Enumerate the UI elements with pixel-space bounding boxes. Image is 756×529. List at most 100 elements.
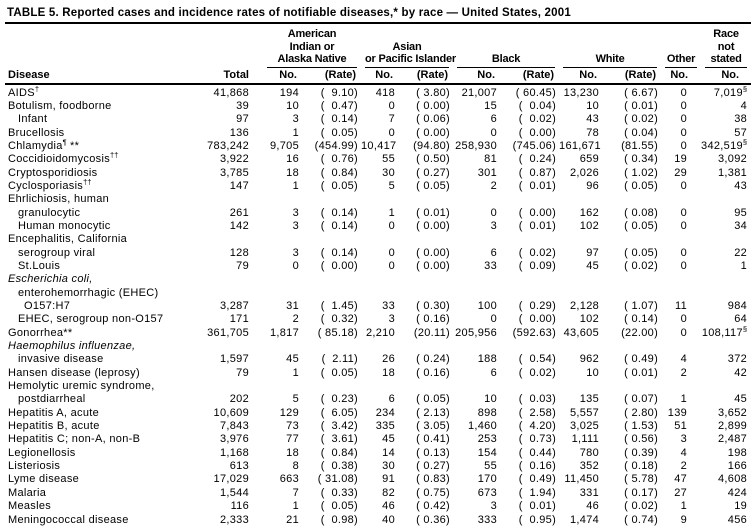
cell-aian_rate: ( 0.98)	[320, 513, 359, 526]
cell-total: 3,287	[219, 300, 249, 312]
table-row: St.Louis 79 0 ( 0.00) 0 ( 0.00) 33 ( 0.09) 45 ( 0…	[5, 260, 751, 273]
cell-total: 2,333	[219, 513, 249, 526]
table-row: Legionellosis 1,168 18 ( 0.84) 14 ( 0.13) 154 (…	[5, 447, 751, 460]
cell-other_no	[661, 233, 701, 246]
cell-api_no: 45	[382, 433, 396, 446]
disease-name: Hepatitis B, acute	[8, 420, 100, 433]
cell-black_rate: ( 0.00)	[518, 313, 557, 326]
cell-other_no: 4	[680, 446, 688, 459]
cell-white_no: 102	[579, 313, 600, 326]
disease-name: EHEC, serogroup non-O157	[18, 313, 164, 326]
cell-total: 116	[230, 500, 249, 513]
table-row: enterohemorrhagic (EHEC)	[5, 287, 751, 300]
cell-api_no: 1	[388, 206, 396, 219]
cell-white_no	[559, 273, 609, 286]
cell-aian_rate	[309, 193, 361, 206]
disease-name: St.Louis	[18, 259, 61, 272]
table-row: Human monocytic 142 3 ( 0.14) 0 ( 0.00) 3 ( 0.0…	[5, 220, 751, 233]
table-row: Escherichia coli,	[5, 273, 751, 286]
table-row: Hansen disease (leprosy) 79 1 ( 0.05) 18 ( 0.…	[5, 367, 751, 380]
cell-aian_rate: ( 0.76)	[320, 153, 359, 166]
cell-api_rate: ( 0.16)	[416, 313, 451, 326]
cell-aian_rate: ( 2.11)	[321, 353, 359, 366]
group-header-row: Disease Total American Indian or Alaska …	[5, 24, 751, 85]
cell-api_rate	[405, 273, 453, 286]
cell-black_rate: ( 2.58)	[518, 406, 557, 419]
cell-white_no	[559, 380, 609, 393]
cell-black_no: 6	[490, 366, 498, 379]
cell-black_no: 6	[490, 113, 498, 126]
cell-black_no: 100	[477, 300, 498, 312]
cell-other_no: 27	[674, 486, 688, 499]
cell-api_no: 46	[382, 500, 396, 513]
cell-aian_no: 21	[286, 513, 299, 526]
cell-black_rate: ( 0.44)	[518, 446, 557, 459]
cell-api_no: 33	[382, 300, 396, 312]
table-row: Gonorrhea** 361,705 1,817 ( 85.18) 2,210 (20.…	[5, 325, 751, 340]
table-header: Disease Total American Indian or Alaska …	[5, 24, 752, 85]
cell-aian_rate: ( 0.33)	[320, 486, 359, 499]
disease-name: Cyclosporiasis††	[8, 177, 92, 192]
cell-total	[207, 273, 263, 286]
cell-api_no: 26	[382, 353, 396, 366]
disease-table: Disease Total American Indian or Alaska …	[5, 24, 752, 527]
cell-other_no: 0	[680, 113, 688, 126]
cell-black_rate: ( 60.45)	[515, 86, 557, 99]
cell-white_rate	[609, 193, 661, 206]
cell-white_rate: ( 5.78)	[624, 473, 659, 486]
cell-white_no: 78	[586, 126, 600, 139]
cell-aian_no: 10	[286, 99, 299, 112]
cell-aian_rate	[309, 380, 361, 393]
cell-other_no: 1	[680, 500, 688, 513]
cell-total: 361,705	[207, 326, 249, 339]
cell-aian_no: 194	[279, 86, 299, 99]
disease-name: Gonorrhea**	[8, 326, 73, 339]
cell-total: 97	[236, 113, 249, 126]
cell-aian_rate: ( 0.14)	[320, 219, 359, 232]
cell-total: 1,544	[219, 486, 249, 499]
cell-aian_rate	[309, 287, 361, 300]
cell-black_rate: ( 0.04)	[518, 99, 557, 112]
cell-white_rate: ( 0.02)	[624, 500, 659, 513]
cell-other_no: 1	[680, 393, 688, 406]
cell-black_no	[453, 233, 507, 246]
cell-aian_no: 129	[279, 406, 299, 419]
cell-white_no	[559, 287, 609, 300]
cell-rns_no: 38	[734, 113, 748, 126]
cell-total	[207, 287, 263, 300]
cell-aian_rate: ( 0.38)	[320, 460, 359, 473]
cell-white_no: 1,111	[571, 433, 600, 446]
cell-api_no: 55	[382, 153, 396, 166]
cell-black_no: 15	[484, 99, 498, 112]
cell-aian_no: 3	[292, 246, 299, 259]
cell-aian_rate: ( 0.32)	[320, 313, 359, 326]
cell-total: 142	[229, 219, 249, 232]
cell-white_rate: ( 0.02)	[624, 113, 659, 126]
cell-white_rate: ( 0.04)	[624, 126, 659, 139]
cell-white_rate: ( 2.80)	[624, 406, 659, 419]
cell-total: 202	[229, 393, 249, 406]
cell-total: 41,868	[213, 86, 249, 99]
cell-white_no: 11,450	[564, 473, 600, 486]
cell-api_rate: ( 0.00)	[416, 259, 451, 272]
cell-black_rate: ( 0.73)	[518, 433, 557, 446]
group-label: White	[563, 53, 658, 68]
cell-rns_no	[701, 233, 751, 246]
table-row: O157:H7 3,287 31 ( 1.45) 33 ( 0.30) 100 ( 0.29)…	[5, 300, 751, 313]
disease-name: Encephalitis, California	[8, 233, 128, 246]
cell-api_rate: ( 0.00)	[416, 219, 451, 232]
cell-total: 613	[229, 460, 249, 473]
cell-aian_no: 1	[292, 179, 299, 192]
cell-other_no: 4	[680, 353, 688, 366]
cell-other_no: 0	[680, 179, 688, 192]
cell-black_rate	[507, 273, 559, 286]
cell-other_no: 0	[680, 326, 688, 339]
cell-aian_rate: ( 0.14)	[320, 246, 359, 259]
cell-api_rate: ( 3.05)	[416, 420, 451, 433]
cell-api_rate: ( 0.24)	[416, 353, 451, 366]
cell-aian_rate: (454.99)	[314, 139, 359, 152]
cell-rns_no: 3,092	[718, 153, 748, 166]
col-header-aian-no: No.	[263, 67, 309, 85]
cell-white_rate: ( 0.08)	[624, 206, 659, 219]
